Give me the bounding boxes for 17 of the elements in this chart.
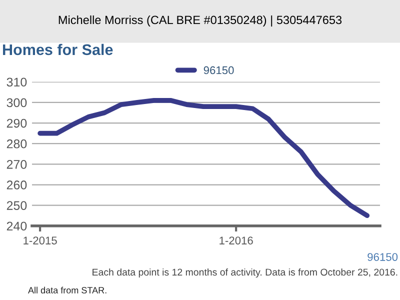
- y-tick-label: 260: [6, 180, 27, 190]
- legend-label: 96150: [204, 66, 234, 74]
- x-tick-label: 1-2016: [220, 236, 253, 244]
- x-tick-label: 1-2015: [24, 236, 57, 244]
- y-tick-label: 300: [6, 98, 27, 108]
- y-tick-label: 250: [6, 201, 27, 210]
- y-tick-label: 270: [6, 160, 27, 169]
- y-tick-label: 240: [6, 222, 27, 231]
- y-tick-label: 290: [6, 118, 27, 128]
- text: All data from STAR.: [28, 286, 106, 294]
- y-tick-label: 280: [6, 139, 27, 148]
- chart-title: Homes for Sale: [3, 44, 113, 56]
- text: 96150: [368, 253, 398, 261]
- y-tick-label: 310: [6, 78, 27, 87]
- line-series: [38, 98, 370, 218]
- text: Each data point is 12 months of activity. Data is from October 25, 2016.: [92, 268, 398, 278]
- text: Michelle Morriss (CAL BRE #01350248) | 5305447653: [58, 15, 342, 27]
